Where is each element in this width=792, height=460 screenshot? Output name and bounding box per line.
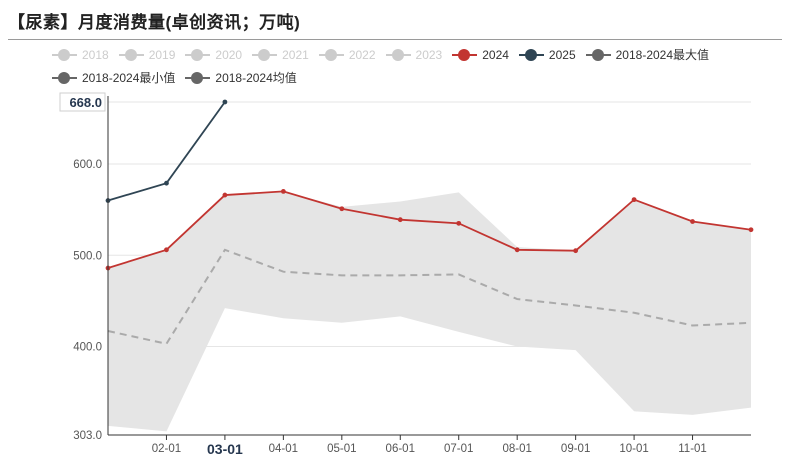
- x-tick-label: 10-01: [619, 443, 648, 455]
- legend-label: 2024: [482, 47, 509, 62]
- legend-marker-icon: [185, 71, 211, 85]
- x-tick-label: 11-01: [678, 443, 707, 455]
- data-point-2024: [397, 217, 403, 223]
- legend-item-2018-2024均值[interactable]: 2018-2024均值: [185, 66, 297, 89]
- data-point-2024: [164, 247, 169, 253]
- legend-item-2025[interactable]: 2025: [518, 43, 576, 66]
- data-point-2024: [456, 220, 462, 226]
- legend-marker-icon: [118, 48, 144, 62]
- legend-item-2019[interactable]: 2019: [118, 43, 176, 66]
- legend-label: 2019: [148, 47, 176, 62]
- series-line-2024: [107, 190, 752, 269]
- legend-item-2024[interactable]: 2024: [452, 43, 509, 66]
- legend-marker-icon: [385, 48, 411, 62]
- legend-marker-icon: [452, 48, 478, 62]
- chart-legend: 2018 2019 2020 2021 2022 2023 2024 2025 2018-202…: [52, 43, 772, 89]
- legend-marker-icon: [185, 48, 211, 62]
- legend-item-2020[interactable]: 2020: [185, 43, 242, 66]
- axes: 303.0 400.0 500.0 600.0 668.0 02-01 03-01 04-01…: [59, 92, 751, 457]
- x-tick-label: 08-01: [502, 443, 531, 455]
- legend-item-2022[interactable]: 2022: [318, 43, 376, 66]
- data-point-2024: [339, 206, 345, 212]
- data-point-2024: [631, 197, 637, 203]
- legend-label: 2025: [548, 47, 576, 62]
- x-tick-label: 06-01: [386, 443, 415, 455]
- legend-item-2023[interactable]: 2023: [385, 43, 443, 66]
- data-point-2024: [514, 247, 520, 253]
- data-point-2025: [164, 180, 169, 186]
- max-min-area: [108, 191, 751, 432]
- legend-marker-icon: [52, 48, 77, 62]
- legend-item-2021[interactable]: 2021: [252, 43, 309, 66]
- legend-item-2018-2024最大值[interactable]: 2018-2024最大值: [585, 43, 710, 66]
- legend-marker-icon: [585, 48, 611, 62]
- data-point-2024: [748, 227, 754, 233]
- y-tick-label: 303.0: [73, 430, 102, 442]
- x-tick-label: 09-01: [561, 443, 590, 455]
- x-tick-label: 02-01: [152, 443, 181, 455]
- y-tick-label: 600.0: [73, 159, 102, 171]
- data-point-2025: [222, 99, 228, 105]
- legend-label: 2022: [348, 47, 376, 62]
- max-min-band: [108, 191, 751, 432]
- series-lines: [105, 99, 754, 345]
- legend-label: 2020: [215, 47, 243, 62]
- data-point-2024: [222, 192, 228, 198]
- legend-label: 2018: [82, 47, 109, 62]
- data-point-2024: [690, 219, 695, 224]
- y-tick-label: 500.0: [73, 250, 102, 262]
- legend-marker-icon: [252, 48, 278, 62]
- series-line-2025: [107, 101, 226, 202]
- legend-label: 2023: [415, 47, 443, 62]
- title-divider: [8, 39, 782, 40]
- data-point-2024: [280, 189, 286, 194]
- x-tick-label: 04-01: [269, 443, 298, 455]
- y-max-label: 668.0: [69, 95, 102, 110]
- legend-item-2018-2024最小值[interactable]: 2018-2024最小值: [52, 66, 175, 89]
- legend-marker-icon: [518, 48, 544, 62]
- x-tick-label: 05-01: [327, 443, 356, 455]
- legend-marker-icon: [52, 71, 77, 85]
- y-max-label-box: [59, 92, 106, 112]
- legend-label: 2018-2024最小值: [82, 71, 176, 85]
- x-tick-label: 07-01: [444, 443, 473, 455]
- legend-label: 2021: [282, 47, 309, 62]
- legend-label: 2018-2024最大值: [615, 48, 710, 62]
- legend-marker-icon: [318, 48, 344, 62]
- chart-title: 【尿素】月度消费量(卓创资讯；万吨): [8, 13, 301, 32]
- x-tick-label: 03-01: [207, 441, 243, 457]
- legend-label: 2018-2024均值: [215, 71, 297, 85]
- data-point-2024: [573, 248, 579, 254]
- legend-item-2018[interactable]: 2018: [52, 43, 109, 66]
- y-tick-label: 400.0: [73, 342, 102, 354]
